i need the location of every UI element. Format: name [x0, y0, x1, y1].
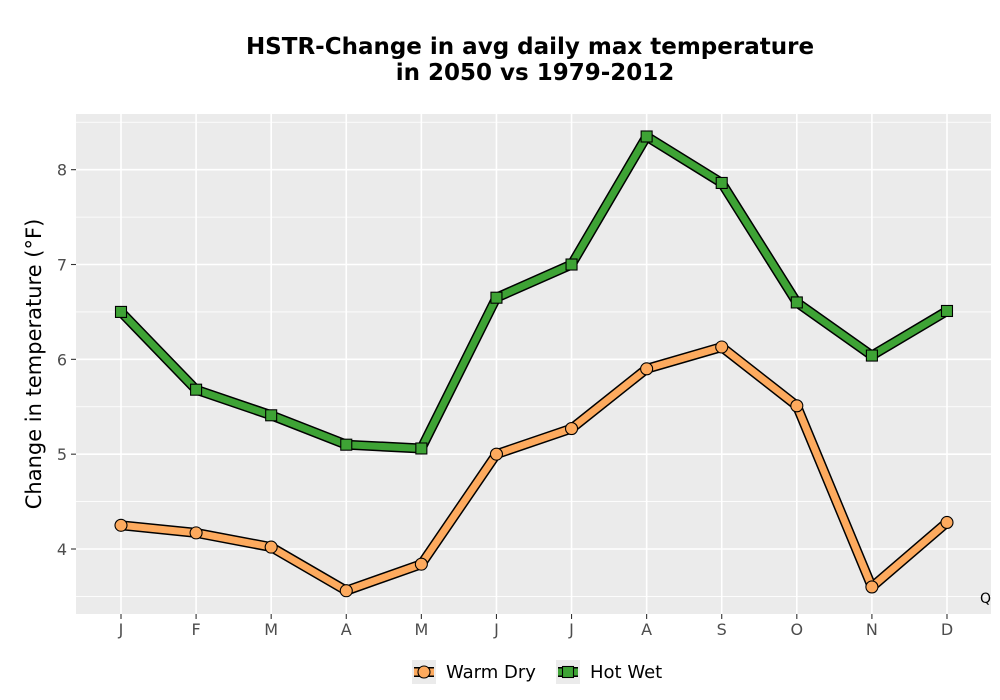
data-point — [865, 580, 879, 594]
data-point — [114, 305, 128, 318]
corner-annotation: Q — [980, 591, 991, 607]
data-point — [715, 340, 729, 354]
y-tick-label: 7 — [57, 256, 67, 275]
chart-title-line-2: in 2050 vs 1979-2012 — [396, 60, 675, 86]
legend-label: Warm Dry — [446, 662, 536, 683]
x-tick-label: F — [191, 620, 200, 639]
legend-marker — [561, 665, 575, 679]
y-tick-label: 6 — [57, 350, 67, 369]
data-point — [264, 540, 278, 554]
x-tick-label: S — [717, 620, 727, 639]
x-tick-label: J — [493, 620, 499, 639]
series-hot-wet — [114, 130, 954, 455]
data-point — [865, 349, 878, 362]
data-point — [414, 557, 428, 571]
x-tick-label: A — [341, 620, 352, 639]
legend-label: Hot Wet — [590, 662, 662, 683]
y-tick-label: 4 — [57, 540, 67, 559]
series-line — [117, 132, 951, 452]
y-axis-title: Change in temperature (°F) — [22, 219, 46, 510]
data-point — [265, 409, 278, 422]
series-line — [117, 343, 951, 595]
x-tick-label: J — [568, 620, 574, 639]
axes: 4 5 6 7 8 J F M A M J J A S O N D — [57, 161, 953, 639]
data-point — [640, 362, 654, 376]
data-point — [790, 296, 803, 309]
x-tick-label: J — [118, 620, 124, 639]
x-tick-label: M — [264, 620, 278, 639]
data-point — [940, 304, 954, 318]
data-point — [565, 258, 578, 271]
legend: Warm Dry Hot Wet — [412, 660, 662, 684]
legend-marker — [417, 665, 431, 679]
y-tick-label: 5 — [57, 445, 67, 464]
y-tick-label: 8 — [57, 161, 67, 180]
data-point — [490, 291, 503, 304]
data-point — [564, 422, 579, 436]
x-tick-label: N — [866, 620, 878, 639]
data-point — [114, 518, 128, 532]
x-tick-label: O — [791, 620, 804, 639]
x-tick-label: D — [941, 620, 953, 639]
x-tick-label: M — [414, 620, 428, 639]
chart-title-line-1: HSTR-Change in avg daily max temperature — [246, 34, 814, 60]
data-point — [415, 442, 428, 455]
data-point — [715, 176, 728, 190]
legend-item: Hot Wet — [556, 660, 662, 684]
data-point — [339, 584, 353, 598]
grid-lines — [76, 114, 991, 614]
data-point — [190, 383, 203, 396]
legend-item: Warm Dry — [412, 660, 536, 684]
data-point — [640, 130, 653, 143]
data-point — [340, 438, 353, 451]
data-point — [790, 399, 804, 413]
data-point — [489, 447, 504, 461]
series-lines — [114, 130, 954, 598]
series-warm-dry — [114, 340, 954, 598]
data-point — [940, 515, 954, 529]
data-point — [189, 526, 203, 540]
plot-panel — [76, 114, 991, 614]
x-tick-label: A — [641, 620, 652, 639]
